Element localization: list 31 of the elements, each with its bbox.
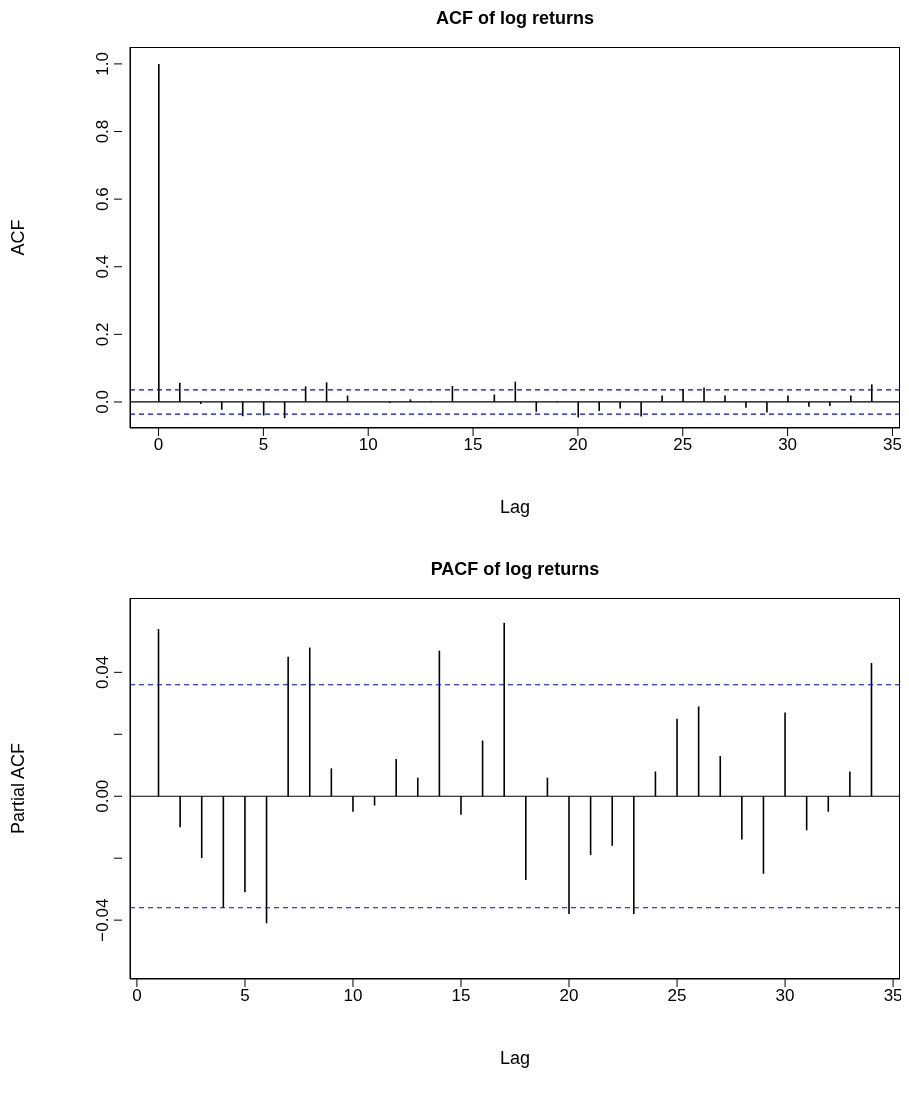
x-tick-label: 0 bbox=[153, 435, 164, 455]
x-tick-label: 35 bbox=[882, 435, 902, 455]
y-tick-label: 0.04 bbox=[93, 655, 112, 689]
x-tick-label: 25 bbox=[667, 986, 687, 1006]
chart-title: PACF of log returns bbox=[429, 559, 601, 579]
y-tick-label: 0.6 bbox=[93, 187, 112, 211]
y-tick-label: 0.0 bbox=[93, 390, 112, 414]
x-tick-label: 15 bbox=[451, 986, 471, 1006]
y-tick-label: 0.4 bbox=[93, 254, 112, 279]
y-tick-label: 0.8 bbox=[93, 119, 112, 144]
x-tick-label: 30 bbox=[778, 435, 798, 455]
x-tick-label: 25 bbox=[673, 435, 693, 455]
x-tick-label: 10 bbox=[358, 435, 378, 455]
y-axis-title: ACF bbox=[8, 219, 29, 256]
x-axis-title: Lag bbox=[499, 1048, 531, 1068]
y-tick-label: −0.04 bbox=[93, 898, 112, 942]
x-tick-label: 20 bbox=[568, 435, 588, 455]
x-tick-label: 20 bbox=[559, 986, 579, 1006]
x-tick-label: 15 bbox=[463, 435, 483, 455]
x-tick-label: 10 bbox=[343, 986, 363, 1006]
x-tick-label: 0 bbox=[132, 986, 142, 1006]
y-tick-label: 0.00 bbox=[93, 779, 112, 813]
x-axis-title: Lag bbox=[499, 497, 531, 517]
x-tick-label: 30 bbox=[775, 986, 795, 1006]
y-tick-label: 0.2 bbox=[93, 322, 112, 347]
x-tick-label: 5 bbox=[240, 986, 250, 1006]
x-tick-label: 5 bbox=[258, 435, 269, 455]
y-tick-label: 1.0 bbox=[93, 52, 112, 76]
y-axis-title: Partial ACF bbox=[8, 742, 29, 835]
chart-title: ACF of log returns bbox=[435, 8, 595, 28]
x-tick-label: 35 bbox=[883, 986, 903, 1006]
